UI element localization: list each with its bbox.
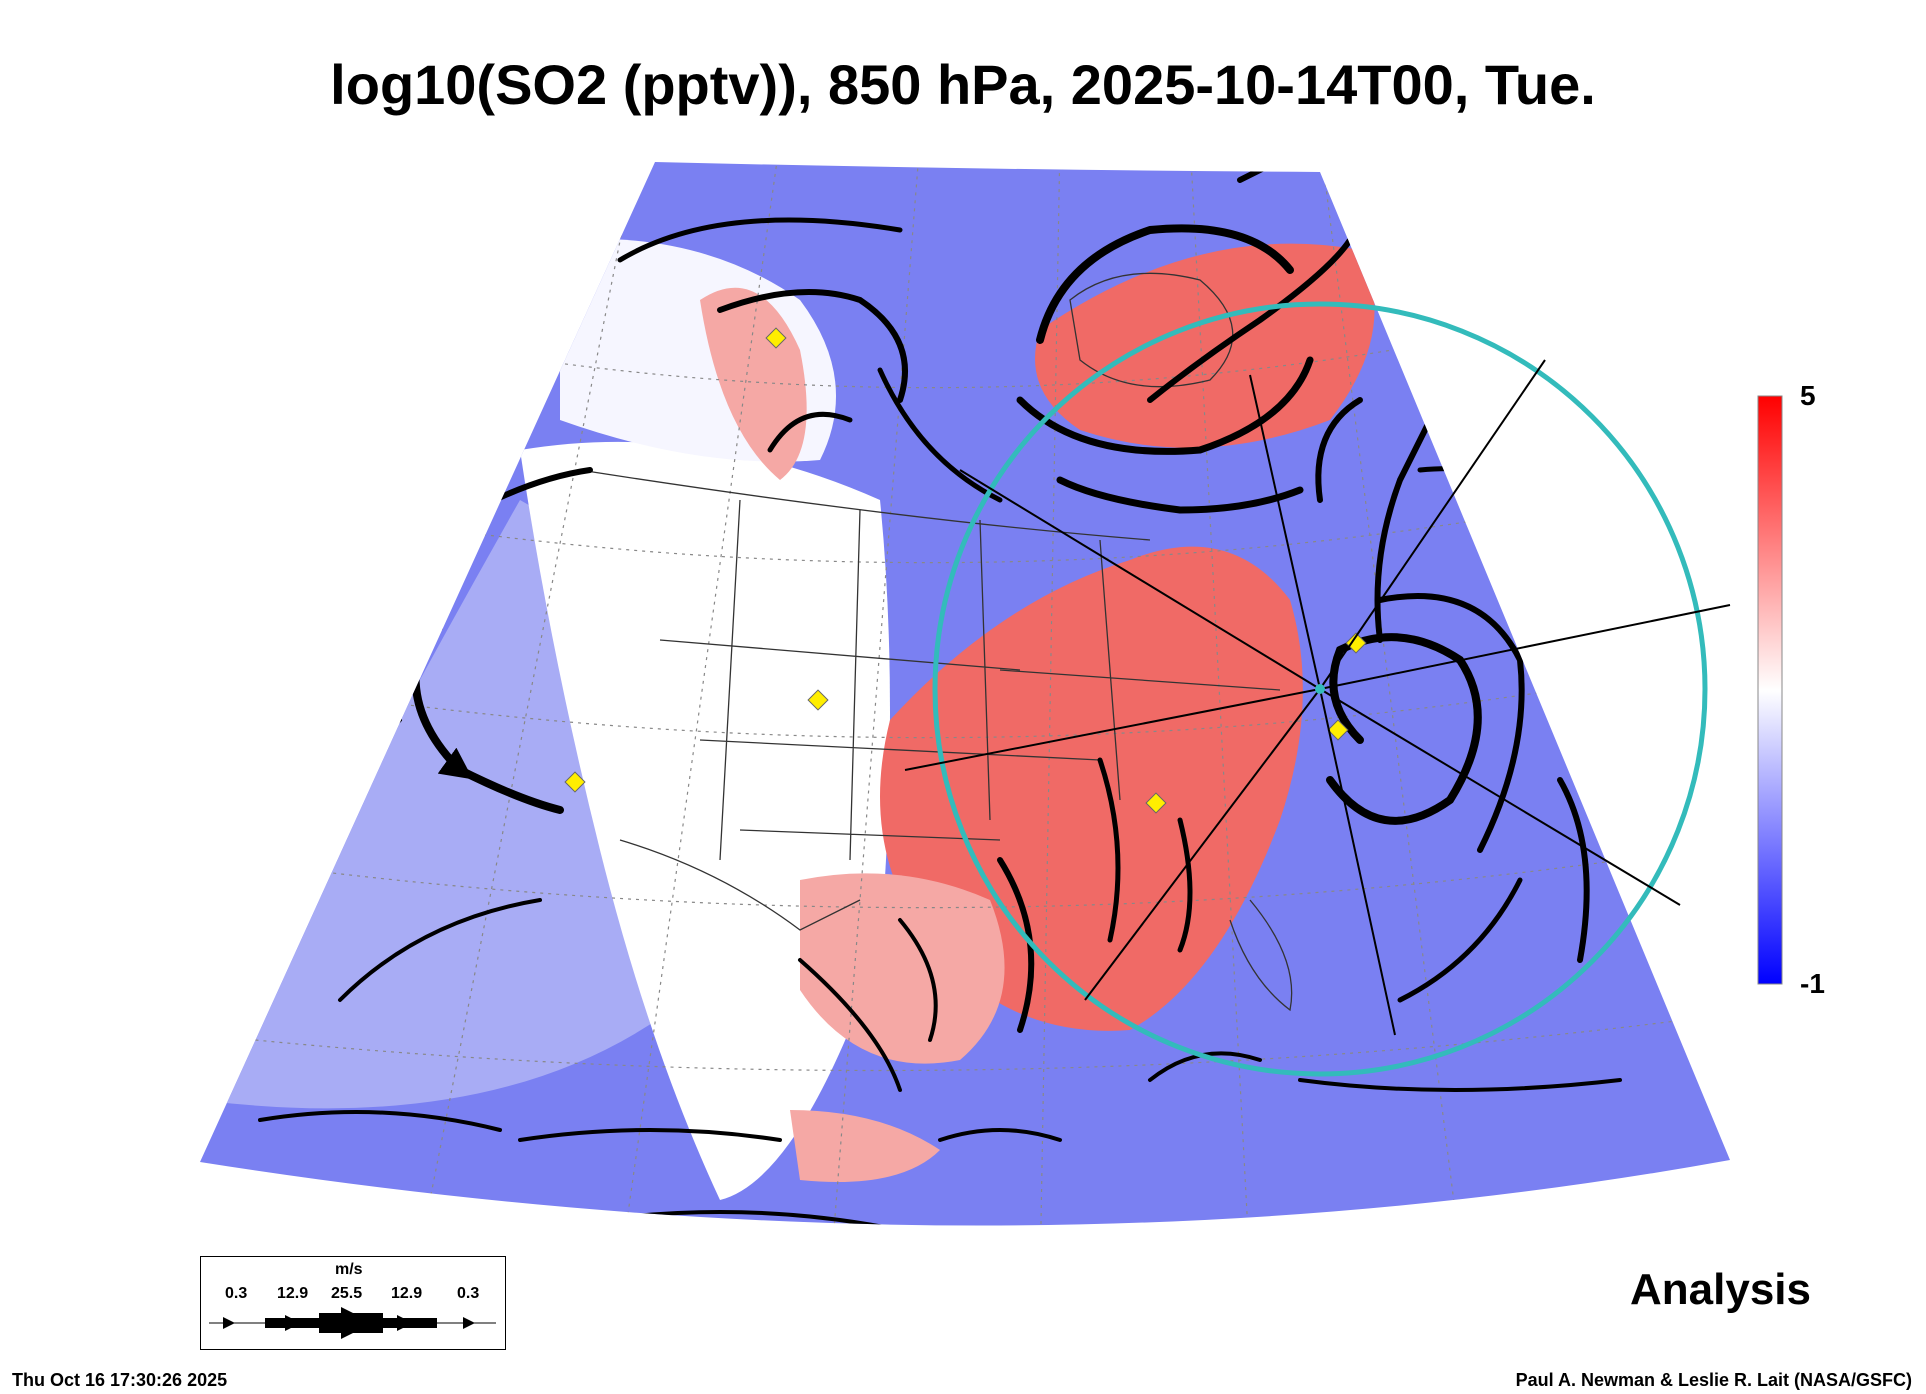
streamline — [1557, 777, 1590, 963]
marker-diamond — [564, 771, 586, 793]
marker-diamond — [1145, 792, 1167, 814]
colorbar-gradient — [1757, 395, 1783, 985]
streamline — [1315, 397, 1363, 503]
streamline — [877, 367, 1003, 503]
us-state-grid — [659, 499, 1281, 861]
streamline — [518, 1128, 782, 1142]
streamline — [1237, 162, 1303, 183]
graticule-longitude — [619, 162, 781, 1226]
so2-field — [200, 162, 1730, 1226]
graticule-longitude — [829, 162, 921, 1226]
streamline — [898, 918, 938, 1042]
marker-diamond — [1327, 719, 1349, 741]
state-boundaries — [579, 272, 1293, 1012]
wind-scale-legend: m/s 0.3 12.9 25.5 12.9 0.3 — [200, 1256, 506, 1350]
coastline-florida — [1229, 899, 1293, 1012]
graticule-longitude — [1319, 162, 1461, 1226]
streamline — [1397, 877, 1523, 1003]
field-light-red-mexico — [790, 1110, 940, 1182]
marker-diamond — [807, 689, 829, 711]
coastline-hudson-bay — [1069, 272, 1234, 388]
wind-legend-arrows — [209, 1307, 496, 1339]
streamline — [617, 217, 903, 263]
colorbar — [1757, 395, 1783, 985]
wind-legend-arrow-mid — [285, 1315, 301, 1331]
graticule-latitude — [379, 509, 1541, 564]
wind-legend-arrow-small — [223, 1317, 235, 1329]
field-pale-west — [520, 441, 890, 1200]
wind-legend-value: 12.9 — [391, 1285, 423, 1302]
wind-legend-unit: m/s — [335, 1261, 363, 1278]
streamline — [798, 958, 902, 1092]
graticule-latitude — [200, 1009, 1730, 1072]
streamline — [767, 411, 853, 453]
timestamp: Thu Oct 16 17:30:26 2025 — [12, 1370, 228, 1390]
range-ring-center — [1315, 684, 1325, 694]
streamline — [1147, 237, 1353, 403]
marker-diamond — [765, 327, 787, 349]
wind-legend-value: 25.5 — [331, 1285, 363, 1302]
wind-legend-arrow-large — [341, 1307, 373, 1339]
range-ring — [932, 301, 1708, 1077]
streamline — [1056, 476, 1304, 514]
streamline — [258, 1110, 502, 1132]
streamline — [1097, 757, 1121, 943]
range-ring-spokes — [904, 359, 1731, 1036]
page-title: log10(SO2 (pptv)), 850 hPa, 2025-10-14T0… — [330, 53, 1596, 116]
us-border-south — [619, 839, 861, 931]
streamline — [338, 898, 542, 1002]
streamline — [1326, 633, 1482, 825]
streamline — [1298, 1078, 1622, 1092]
analysis-label: Analysis — [1630, 1265, 1811, 1314]
streamline — [1177, 817, 1193, 953]
wind-legend-arrow-small — [463, 1317, 475, 1329]
credit-line: Paul A. Newman & Leslie R. Lait (NASA/GS… — [1515, 1370, 1912, 1390]
wind-legend-value: 12.9 — [277, 1285, 309, 1302]
streamline — [1036, 224, 1294, 344]
streamline — [1016, 356, 1314, 455]
wind-legend-value: 0.3 — [225, 1285, 248, 1302]
streamline — [717, 289, 908, 403]
marker-diamond — [1345, 632, 1367, 654]
colorbar-min-label: -1 — [1800, 968, 1825, 999]
wind-legend-arrow-mid — [397, 1315, 413, 1331]
streamline — [1377, 593, 1525, 853]
region-markers — [564, 327, 1367, 814]
graticule-longitude — [1039, 162, 1061, 1226]
colorbar-max-label: 5 — [1800, 380, 1816, 411]
us-border-north — [579, 469, 1151, 541]
wind-legend-value: 0.3 — [457, 1285, 480, 1302]
streamline — [938, 1128, 1062, 1142]
range-ring-group — [904, 301, 1731, 1077]
